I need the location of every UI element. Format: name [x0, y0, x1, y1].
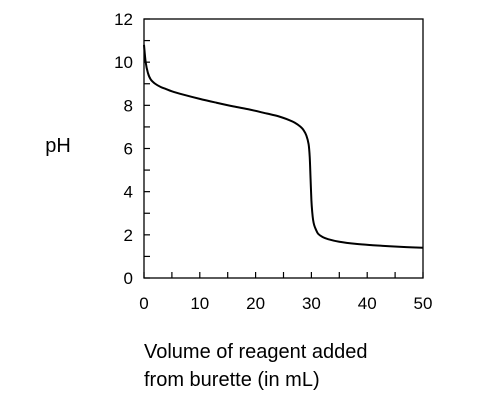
plot-area-frame: [143, 18, 424, 279]
y-tick-label: 10: [114, 53, 133, 72]
x-axis-title-line-1: Volume of reagent added: [144, 341, 368, 363]
x-tick-label: 50: [414, 294, 433, 313]
ph-curve-line: [143, 44, 424, 249]
x-tick-label: 30: [302, 294, 321, 313]
y-tick-label: 0: [124, 269, 133, 288]
x-tick-label: 20: [246, 294, 265, 313]
tick-labels: 0 10 20 30 40 50 0 2 4 6 8 10 12: [114, 10, 432, 313]
y-tick-label: 12: [114, 10, 133, 29]
x-tick-label: 0: [139, 294, 148, 313]
y-tick-label: 6: [124, 140, 133, 159]
y-axis-title: pH: [45, 135, 71, 157]
axis-ticks: [143, 18, 424, 279]
x-tick-label: 40: [358, 294, 377, 313]
y-tick-label: 8: [124, 96, 133, 115]
x-axis-title-line-2: from burette (in mL): [144, 369, 320, 391]
y-tick-label: 4: [124, 183, 133, 202]
y-tick-label: 2: [124, 226, 133, 245]
x-tick-label: 10: [190, 294, 209, 313]
